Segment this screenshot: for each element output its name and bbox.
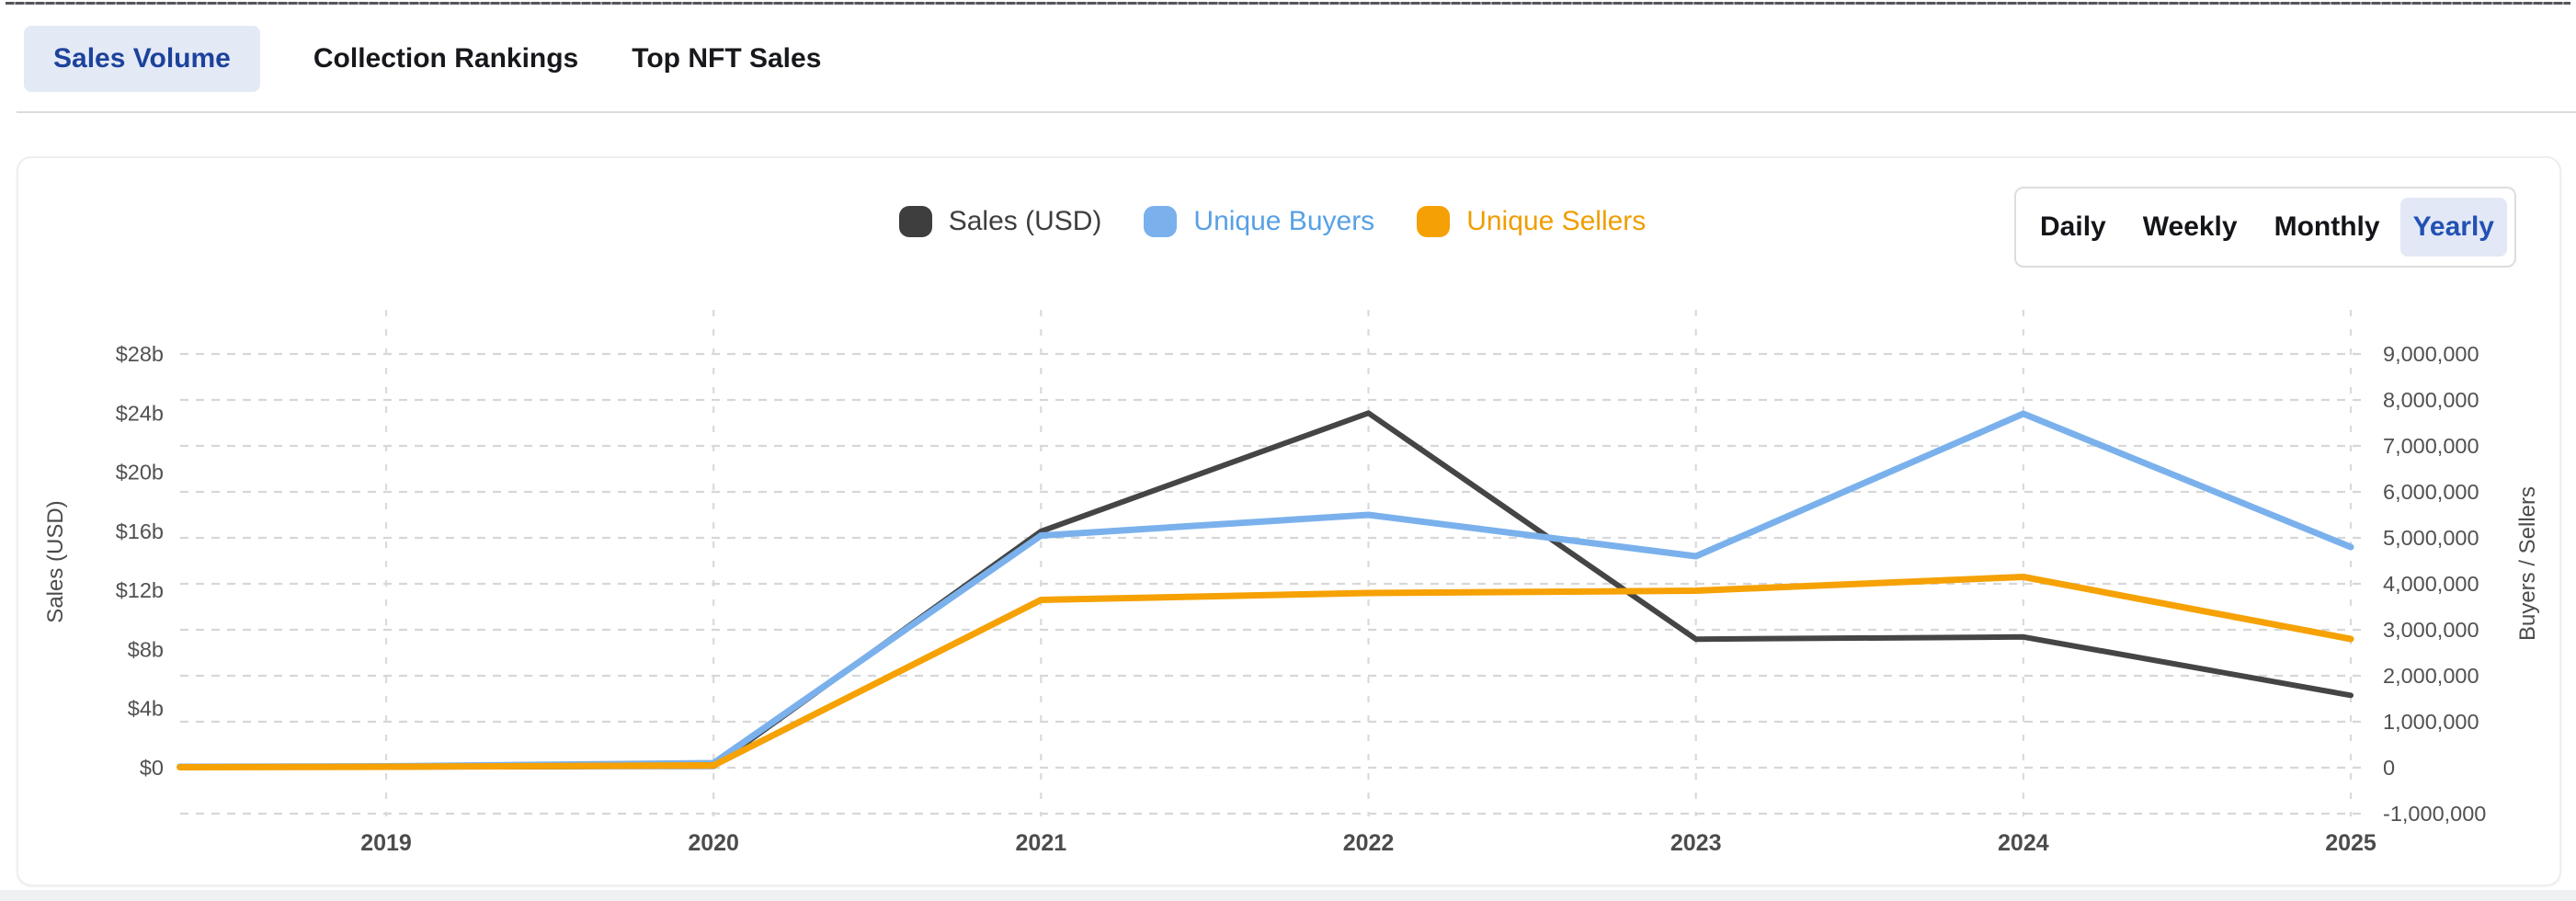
bottom-strip	[0, 890, 2576, 901]
sales-usd-swatch-icon	[898, 206, 932, 237]
left-axis-tick-label: $8b	[128, 637, 164, 661]
left-axis-tick-label: $28b	[116, 342, 164, 366]
left-axis-tick-label: $16b	[116, 519, 164, 543]
chart-legend: Sales (USD) Unique Buyers Unique Sellers	[180, 206, 2365, 237]
series-line-unique-buyers	[177, 410, 2354, 770]
legend-item-sales-usd[interactable]: Sales (USD)	[898, 206, 1102, 237]
x-axis-year-label: 2022	[1343, 830, 1395, 856]
unique-buyers-swatch-icon	[1144, 206, 1178, 237]
x-axis-year-label: 2025	[2325, 830, 2377, 856]
x-axis-year-label: 2024	[1998, 830, 2049, 856]
x-axis-year-label: 2019	[360, 830, 412, 856]
legend-label: Unique Sellers	[1466, 206, 1647, 236]
legend-label: Unique Buyers	[1193, 206, 1375, 236]
right-axis-title: Buyers / Sellers	[2515, 486, 2540, 641]
right-axis-tick-label: 7,000,000	[2383, 434, 2479, 458]
right-axis-tick-label: 6,000,000	[2383, 480, 2479, 504]
legend-item-unique-sellers[interactable]: Unique Sellers	[1417, 206, 1646, 237]
legend-label: Sales (USD)	[948, 206, 1102, 236]
tab-collection-rankings[interactable]: Collection Rankings	[313, 43, 579, 74]
left-axis-tick-label: $0	[140, 756, 164, 780]
left-axis-tick-label: $20b	[116, 461, 164, 485]
tab-sales-volume[interactable]: Sales Volume	[24, 26, 260, 92]
period-option-monthly[interactable]: Monthly	[2274, 211, 2380, 242]
right-axis-tick-label: 1,000,000	[2383, 710, 2479, 734]
right-axis-tick-label: 8,000,000	[2383, 388, 2479, 412]
period-option-weekly[interactable]: Weekly	[2142, 211, 2238, 242]
period-option-daily[interactable]: Daily	[2040, 211, 2106, 242]
x-axis-year-label: 2020	[688, 830, 739, 856]
series-line-sales-usd	[177, 410, 2354, 770]
series-line-unique-sellers	[177, 574, 2354, 770]
tab-bar: Sales Volume Collection Rankings Top NFT…	[24, 13, 821, 105]
right-axis-tick-label: 3,000,000	[2383, 618, 2479, 642]
legend-item-unique-buyers[interactable]: Unique Buyers	[1144, 206, 1374, 237]
right-axis-tick-label: 0	[2383, 756, 2395, 780]
left-axis-tick-label: $12b	[116, 578, 164, 602]
right-axis-tick-label: -1,000,000	[2383, 802, 2486, 826]
period-selector: Daily Weekly Monthly Yearly	[2014, 187, 2516, 268]
left-axis-title: Sales (USD)	[43, 500, 68, 622]
right-axis-tick-label: 9,000,000	[2383, 342, 2479, 366]
left-axis-tick-label: $24b	[116, 401, 164, 425]
top-rule	[6, 2, 2570, 5]
right-axis-tick-label: 4,000,000	[2383, 572, 2479, 596]
tab-top-nft-sales[interactable]: Top NFT Sales	[632, 43, 822, 74]
left-axis-tick-label: $4b	[128, 697, 164, 721]
tab-bar-divider	[17, 111, 2576, 113]
x-axis-year-label: 2021	[1016, 830, 1067, 856]
right-axis-tick-label: 2,000,000	[2383, 664, 2479, 688]
x-axis-year-label: 2023	[1670, 830, 1722, 856]
right-axis-tick-label: 5,000,000	[2383, 526, 2479, 550]
unique-sellers-swatch-icon	[1417, 206, 1451, 237]
period-option-yearly[interactable]: Yearly	[2399, 198, 2507, 257]
